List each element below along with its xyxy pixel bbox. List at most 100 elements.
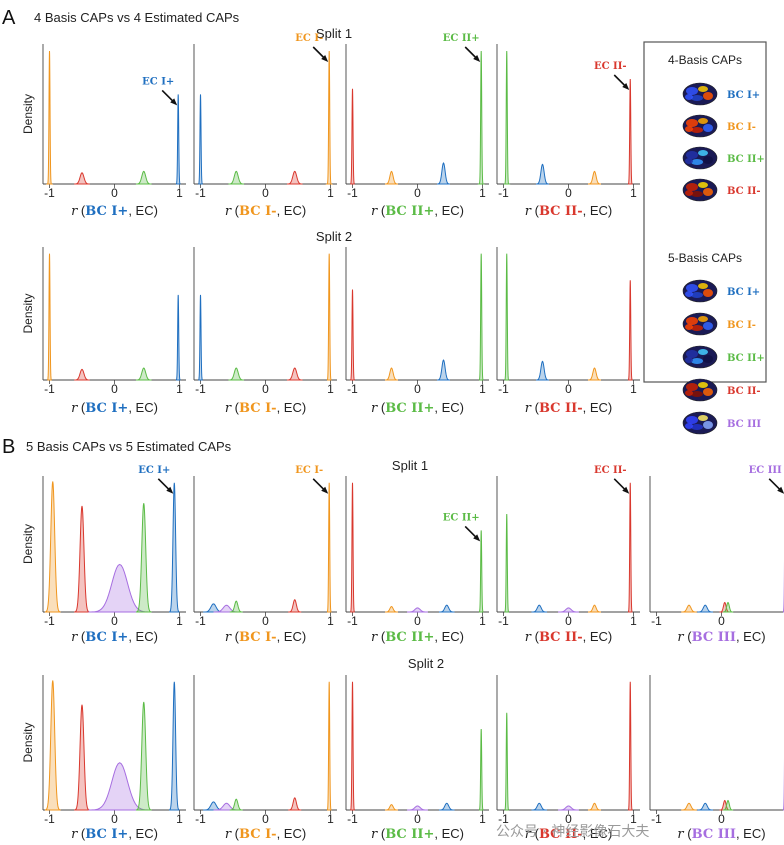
- x-tick-label: 0: [111, 186, 118, 200]
- density-iiplus: [135, 503, 152, 613]
- brain-icon: [682, 312, 718, 336]
- arrow-head: [321, 55, 329, 62]
- subplot-2-2: -1 0 1 EC II+ r (BC II+, EC): [345, 476, 489, 645]
- subplot-1-0: -1 0 1 Density r (BC I+, EC): [21, 247, 186, 416]
- density-iii: [88, 563, 151, 613]
- subplot-0-3: -1 0 1 EC II-r (BC II-, EC): [496, 44, 640, 219]
- x-axis-label: r (BC II-, EC): [525, 400, 612, 416]
- x-axis-label-basis: BC I-: [239, 630, 277, 645]
- x-tick-label: 1: [479, 382, 486, 396]
- x-axis-label-basis: BC II-: [539, 827, 583, 842]
- x-axis-label-ec: , EC): [736, 629, 766, 644]
- x-tick-label: 0: [111, 382, 118, 396]
- density-iiminus: [627, 280, 633, 381]
- density-iiminus: [286, 367, 303, 381]
- legend-title-4: 4-Basis CAPs: [668, 53, 742, 67]
- x-tick-label: -1: [347, 812, 358, 826]
- x-axis-label-ec: , EC): [434, 400, 464, 415]
- split-label-b2: Split 2: [408, 656, 444, 671]
- x-axis-label-basis: BC I+: [85, 827, 128, 842]
- x-axis-label-ec: , EC): [583, 826, 613, 841]
- density-iiplus: [229, 798, 243, 811]
- legend-label: BC I-: [727, 122, 756, 133]
- x-axis-label-basis: BC I-: [239, 204, 277, 219]
- legend-label: BC II-: [727, 386, 761, 397]
- x-axis-label-r: r: [371, 827, 378, 842]
- density-iiplus: [477, 50, 486, 185]
- x-tick-label: 0: [565, 382, 572, 396]
- arrow-head: [622, 83, 630, 90]
- density-iiplus: [504, 514, 510, 613]
- legend-label: BC II-: [727, 186, 761, 197]
- x-axis-label-r: r: [525, 401, 532, 416]
- annotation-label: EC II-: [594, 465, 627, 476]
- x-axis-label-basis: BC I-: [239, 401, 277, 416]
- density-iiplus: [135, 701, 152, 811]
- x-axis-label-r: r: [677, 827, 684, 842]
- x-axis-label: r (BC I+, EC): [71, 400, 158, 416]
- x-axis-label-open: (: [531, 826, 540, 841]
- density-iminus: [681, 604, 697, 613]
- x-tick-label: -1: [498, 614, 509, 628]
- density-iminus: [587, 170, 602, 185]
- x-tick-label: -1: [195, 186, 206, 200]
- x-tick-label: 1: [176, 614, 183, 628]
- x-axis-label-basis: BC II-: [539, 204, 583, 219]
- brain-icon: [682, 82, 718, 106]
- x-tick-label: 0: [414, 614, 421, 628]
- x-tick-label: 0: [565, 186, 572, 200]
- annotation-label: EC I+: [138, 465, 170, 476]
- legend-title-5: 5-Basis CAPs: [668, 251, 742, 265]
- x-axis-label-r: r: [371, 630, 378, 645]
- x-axis-label: r (BC I-, EC): [225, 826, 306, 842]
- x-axis-label-ec: , EC): [583, 629, 613, 644]
- density-iii: [407, 805, 428, 811]
- x-axis-label-ec: , EC): [128, 203, 158, 218]
- x-axis-label-open: (: [531, 400, 540, 415]
- x-tick-label: 0: [718, 614, 725, 628]
- brain-icon: [682, 411, 718, 435]
- x-axis-label-basis: BC I+: [85, 204, 128, 219]
- density-iiplus: [504, 712, 510, 811]
- legend: 4-Basis CAPs 5-Basis CAPs BC I+ BC I- BC I…: [643, 41, 767, 435]
- x-tick-label: 1: [479, 812, 486, 826]
- density-iminus: [681, 802, 697, 811]
- y-axis-label: Density: [21, 293, 35, 333]
- density-iii: [558, 805, 579, 811]
- x-axis-label-r: r: [71, 401, 78, 416]
- x-tick-label: 0: [414, 382, 421, 396]
- x-axis-label-ec: , EC): [736, 826, 766, 841]
- x-axis-label: r (BC I+, EC): [71, 629, 158, 645]
- density-iplus: [531, 802, 548, 811]
- density-iplus: [198, 94, 203, 185]
- x-axis-label-r: r: [525, 630, 532, 645]
- legend-label: BC I+: [727, 90, 760, 101]
- panel-title-a: 4 Basis CAPs vs 4 Estimated CAPs: [34, 10, 240, 25]
- x-axis-label-ec: , EC): [128, 826, 158, 841]
- density-iplus: [169, 681, 180, 811]
- density-iiplus: [504, 253, 510, 381]
- x-axis-label: r (BC I+, EC): [71, 203, 158, 219]
- x-axis-label-ec: , EC): [277, 629, 307, 644]
- x-axis-label-r: r: [71, 827, 78, 842]
- x-axis-label-ec: , EC): [277, 203, 307, 218]
- density-iminus: [47, 253, 52, 381]
- density-iii: [88, 762, 151, 811]
- x-tick-label: -1: [44, 382, 55, 396]
- x-tick-label: 0: [718, 812, 725, 826]
- x-tick-label: 0: [262, 382, 269, 396]
- x-axis-label: r (BC II+, EC): [371, 203, 464, 219]
- x-tick-label: -1: [651, 812, 662, 826]
- density-iiminus: [350, 88, 355, 185]
- annotation-label: EC II-: [594, 61, 627, 72]
- density-iiminus: [350, 289, 355, 381]
- x-tick-label: 0: [262, 812, 269, 826]
- x-axis-label: r (BC II-, EC): [525, 826, 612, 842]
- x-axis-label-r: r: [225, 401, 232, 416]
- x-axis-label-open: (: [377, 629, 386, 644]
- brain-icon: [682, 345, 718, 369]
- x-tick-label: 1: [479, 186, 486, 200]
- x-tick-label: -1: [651, 614, 662, 628]
- density-iminus: [384, 367, 399, 381]
- subplot-0-2: -1 0 1 EC II+ r (BC II+, EC): [345, 33, 489, 219]
